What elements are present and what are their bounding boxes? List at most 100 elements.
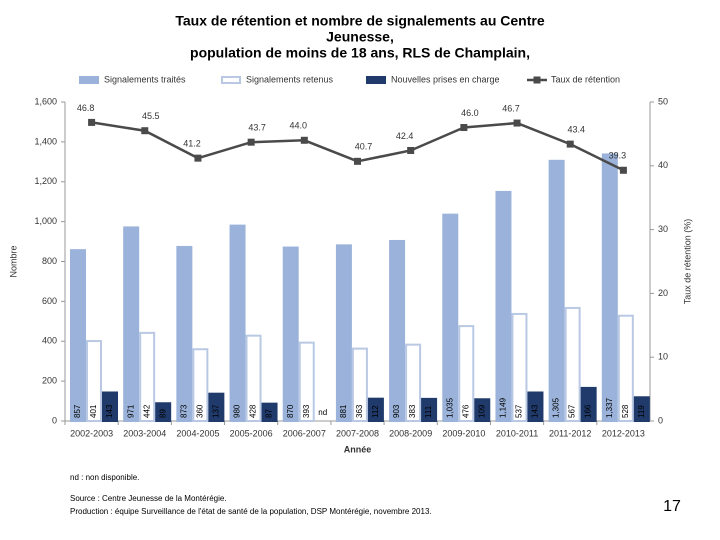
y-tick-label: 1,200: [34, 176, 57, 186]
marker: [566, 140, 574, 148]
value-label: 442: [142, 404, 151, 418]
bar: [155, 402, 172, 422]
footnote: nd : non disponible.: [70, 473, 139, 482]
value-label: 363: [355, 404, 364, 418]
value-label: 46.8: [77, 103, 95, 113]
legend-swatch: [221, 76, 241, 84]
value-label: 109: [477, 404, 486, 418]
value-label: 166: [584, 404, 593, 418]
value-label: 89: [158, 409, 167, 418]
legend-label: Nouvelles prises en charge: [391, 74, 500, 84]
value-label: 112: [371, 405, 380, 418]
value-label: 119: [637, 405, 646, 418]
y2-axis-label: Taux de rétention (%): [682, 219, 692, 305]
value-label: 143: [105, 404, 114, 418]
value-label: 143: [531, 404, 540, 418]
value-label: 44.0: [290, 121, 308, 131]
chart-title: population de moins de 18 ans, RLS de Ch…: [190, 45, 530, 61]
y-tick-label: 1,000: [34, 216, 57, 226]
value-label: 87: [265, 409, 274, 418]
value-label: 1,149: [499, 397, 508, 418]
x-axis-label: Année: [344, 444, 372, 454]
y2-tick-label: 10: [658, 352, 668, 362]
value-label: 42.4: [396, 131, 414, 141]
marker: [619, 166, 627, 174]
chart-title: Taux de rétention et nombre de signaleme…: [175, 13, 544, 29]
value-label: 980: [233, 404, 242, 418]
bar: [139, 331, 156, 422]
bar: [123, 226, 140, 422]
y2-tick-label: 40: [658, 160, 668, 170]
bar: [102, 391, 118, 423]
value-label: 45.5: [142, 111, 160, 121]
marker: [194, 154, 202, 162]
value-label: 39.3: [609, 151, 627, 161]
y2-tick-label: 30: [658, 224, 668, 234]
bar: [474, 398, 491, 423]
y-tick-label: 600: [42, 296, 57, 306]
value-label: 43.7: [248, 123, 266, 133]
value-label: 1,337: [605, 397, 614, 418]
bar: [495, 190, 512, 422]
x-tick-label: 2012-2013: [602, 428, 645, 438]
bar: [527, 391, 544, 423]
value-label: 903: [392, 404, 401, 418]
y2-tick-label: 0: [658, 415, 663, 425]
marker: [247, 138, 255, 146]
value-label: 393: [302, 404, 311, 418]
bar: [245, 334, 262, 423]
page-number: 17: [663, 498, 681, 515]
bar: [389, 239, 406, 422]
y-axis-label: Nombre: [8, 245, 18, 277]
bar: [351, 347, 368, 422]
value-label: 873: [179, 404, 188, 418]
footnote: Production : équipe Surveillance de l'ét…: [70, 507, 432, 516]
bar: [86, 340, 102, 422]
x-tick-label: 2007-2008: [336, 428, 379, 438]
value-label: 383: [408, 404, 417, 418]
bar: [458, 325, 475, 422]
value-label: 567: [568, 404, 577, 418]
y-tick-label: 1,600: [34, 96, 57, 106]
legend-label: Signalements traités: [104, 74, 186, 84]
x-tick-label: 2008-2009: [389, 428, 432, 438]
value-label: 111: [424, 405, 433, 418]
value-label: 537: [515, 404, 524, 418]
value-label: 40.7: [355, 142, 373, 152]
value-label: 41.2: [183, 139, 201, 149]
marker: [300, 136, 308, 144]
bar: [70, 249, 86, 422]
bar: [548, 159, 565, 423]
x-tick-label: 2006-2007: [283, 428, 326, 438]
y-tick-label: 800: [42, 256, 57, 266]
marker: [141, 127, 149, 135]
legend-label: Taux de rétention: [551, 74, 620, 84]
bar: [580, 386, 597, 422]
value-label: 43.4: [567, 124, 585, 134]
value-label: 857: [73, 404, 82, 418]
value-label: 46.7: [502, 103, 520, 113]
bar: [442, 213, 459, 422]
value-label: 881: [339, 404, 348, 418]
bar: [282, 246, 299, 422]
y-tick-label: 400: [42, 336, 57, 346]
x-tick-label: 2005-2006: [230, 428, 273, 438]
legend-swatch: [79, 76, 99, 84]
value-label: 137: [211, 404, 220, 418]
value-label: 401: [89, 404, 98, 418]
marker: [407, 146, 415, 154]
bar: [633, 396, 650, 423]
marker: [513, 119, 521, 127]
bar: [298, 341, 315, 423]
y2-tick-label: 50: [658, 96, 668, 106]
legend-label: Signalements retenus: [246, 74, 334, 84]
bar: [335, 244, 352, 422]
value-label: 46.0: [461, 108, 479, 118]
y-tick-label: 0: [52, 415, 57, 425]
y-tick-label: 1,400: [34, 136, 57, 146]
bar: [564, 306, 581, 422]
x-tick-label: 2002-2003: [70, 428, 113, 438]
bar: [208, 392, 225, 423]
value-label: 870: [286, 404, 295, 418]
